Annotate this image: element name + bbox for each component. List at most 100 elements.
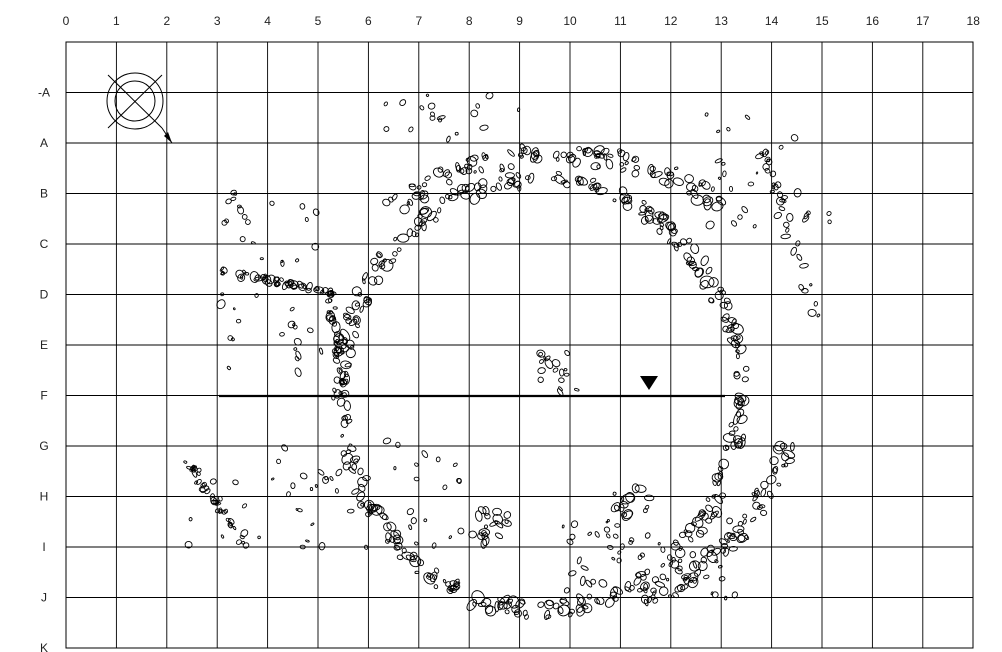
stone-mark: [484, 604, 494, 614]
stone-mark: [537, 367, 546, 374]
stone-mark: [425, 93, 430, 97]
stone-mark: [713, 494, 723, 505]
stone-mark: [406, 508, 415, 516]
column-label: 1: [113, 14, 120, 28]
stone-mark: [708, 277, 719, 288]
stone-mark: [414, 541, 419, 546]
stone-mark: [223, 508, 229, 514]
stone-mark: [564, 349, 570, 357]
stone-mark: [359, 305, 364, 313]
stone-mark: [722, 325, 729, 333]
stone-mark: [362, 278, 366, 285]
stone-mark: [827, 219, 832, 225]
stone-mark: [612, 586, 623, 595]
stone-mark: [351, 300, 361, 311]
stone-mark: [442, 484, 448, 491]
stone-mark: [778, 144, 784, 150]
stone-mark: [733, 333, 744, 344]
stone-mark: [737, 399, 743, 407]
stone-mark: [354, 302, 360, 307]
stone-mark: [641, 200, 647, 205]
stone-mark: [543, 609, 551, 620]
stone-mark: [568, 611, 573, 618]
stone-mark: [544, 355, 551, 362]
stone-mark: [714, 472, 724, 481]
stone-mark: [475, 510, 483, 522]
stone-mark: [343, 370, 349, 378]
row-label: I: [42, 540, 45, 554]
stone-mark: [368, 276, 378, 286]
stone-mark: [383, 522, 392, 532]
stone-mark: [240, 529, 249, 538]
stone-mark: [764, 156, 771, 163]
stone-mark: [621, 194, 633, 205]
stone-mark: [672, 539, 679, 546]
stone-mark: [607, 153, 614, 158]
stone-mark: [343, 400, 351, 411]
stone-mark: [715, 195, 723, 202]
stone-mark: [725, 445, 730, 450]
stone-mark: [242, 269, 247, 275]
stone-mark: [335, 338, 339, 344]
stone-mark: [594, 531, 600, 538]
stone-mark: [348, 443, 353, 447]
stone-mark: [719, 301, 729, 309]
stone-mark: [264, 279, 273, 287]
stone-mark: [393, 236, 398, 242]
stone-mark: [345, 318, 353, 325]
stone-mark: [690, 521, 697, 527]
stone-mark: [522, 145, 532, 156]
stone-mark: [718, 458, 730, 470]
stone-mark: [453, 583, 461, 591]
row-label: F: [40, 389, 47, 403]
stone-mark: [204, 488, 211, 495]
stone-mark: [612, 491, 617, 496]
stone-mark: [671, 228, 678, 234]
stone-mark: [606, 544, 614, 550]
stone-mark: [690, 188, 699, 199]
stone-mark: [198, 485, 210, 493]
stone-mark: [778, 206, 786, 212]
stone-mark: [213, 499, 219, 505]
stone-mark: [769, 170, 777, 178]
stone-mark: [551, 359, 561, 368]
stone-mark: [698, 179, 706, 187]
stone-mark: [803, 212, 809, 220]
stone-mark: [691, 184, 699, 192]
stone-mark: [332, 357, 341, 364]
stone-mark: [357, 476, 368, 488]
stone-mark: [408, 524, 413, 530]
stone-mark: [726, 127, 731, 132]
stone-mark: [241, 540, 245, 545]
stone-mark: [674, 547, 686, 559]
stone-mark: [766, 475, 777, 485]
stone-mark: [560, 179, 568, 184]
stone-mark: [717, 176, 722, 180]
stone-mark: [492, 507, 503, 516]
stone-mark: [319, 347, 324, 355]
stone-mark: [410, 517, 417, 525]
stone-mark: [482, 506, 490, 516]
stone-mark: [737, 214, 743, 220]
row-labels: -A A B C D E F G H I J K: [38, 86, 50, 652]
stone-mark: [544, 599, 554, 610]
stone-mark: [478, 184, 488, 194]
stone-mark: [504, 172, 515, 179]
stone-mark: [305, 539, 310, 543]
stone-mark: [532, 152, 538, 158]
column-label: 14: [765, 14, 779, 28]
stone-mark: [367, 510, 373, 516]
stone-mark: [232, 525, 237, 531]
stone-mark: [728, 430, 736, 436]
column-labels: 0 1 2 3 4 5 6 7 8 9 10 11 12 13 14 15 16 17 18: [63, 14, 981, 28]
stone-mark: [465, 182, 475, 193]
stone-mark: [579, 575, 586, 587]
stone-mark: [513, 609, 522, 618]
stone-mark: [606, 518, 610, 523]
stone-mark: [733, 411, 741, 425]
stone-mark: [292, 324, 298, 330]
stone-mark: [736, 414, 748, 424]
stone-mark: [382, 437, 392, 445]
stone-mark: [385, 532, 392, 543]
stone-mark: [728, 421, 734, 428]
